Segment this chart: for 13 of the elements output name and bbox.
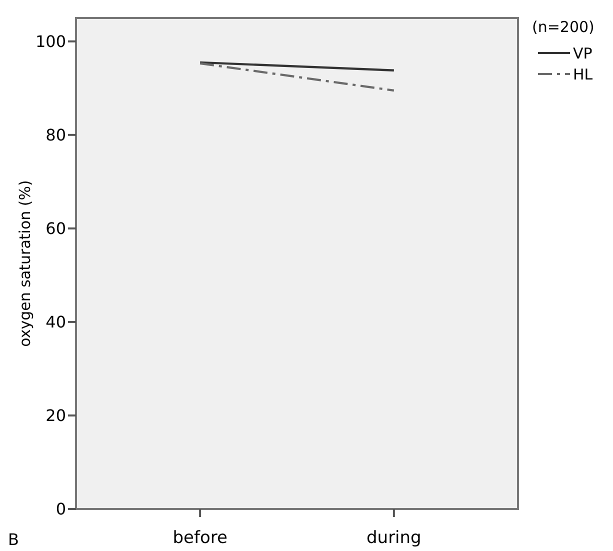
y-tick-label: 20 — [46, 406, 66, 426]
legend-label: HL — [573, 65, 594, 84]
x-tick-label: during — [366, 528, 422, 548]
y-tick-label: 40 — [46, 312, 66, 332]
y-tick-label: 60 — [46, 219, 66, 238]
x-tick-label: before — [172, 528, 228, 548]
y-tick-label: 100 — [35, 32, 66, 51]
y-axis-title: oxygen saturation (%) — [16, 180, 34, 347]
y-tick-label: 80 — [46, 126, 66, 145]
text: B — [8, 530, 19, 549]
legend-title: (n=200) — [532, 18, 594, 36]
y-tick-label: 0 — [56, 500, 66, 519]
legend-label: VP — [573, 44, 592, 62]
